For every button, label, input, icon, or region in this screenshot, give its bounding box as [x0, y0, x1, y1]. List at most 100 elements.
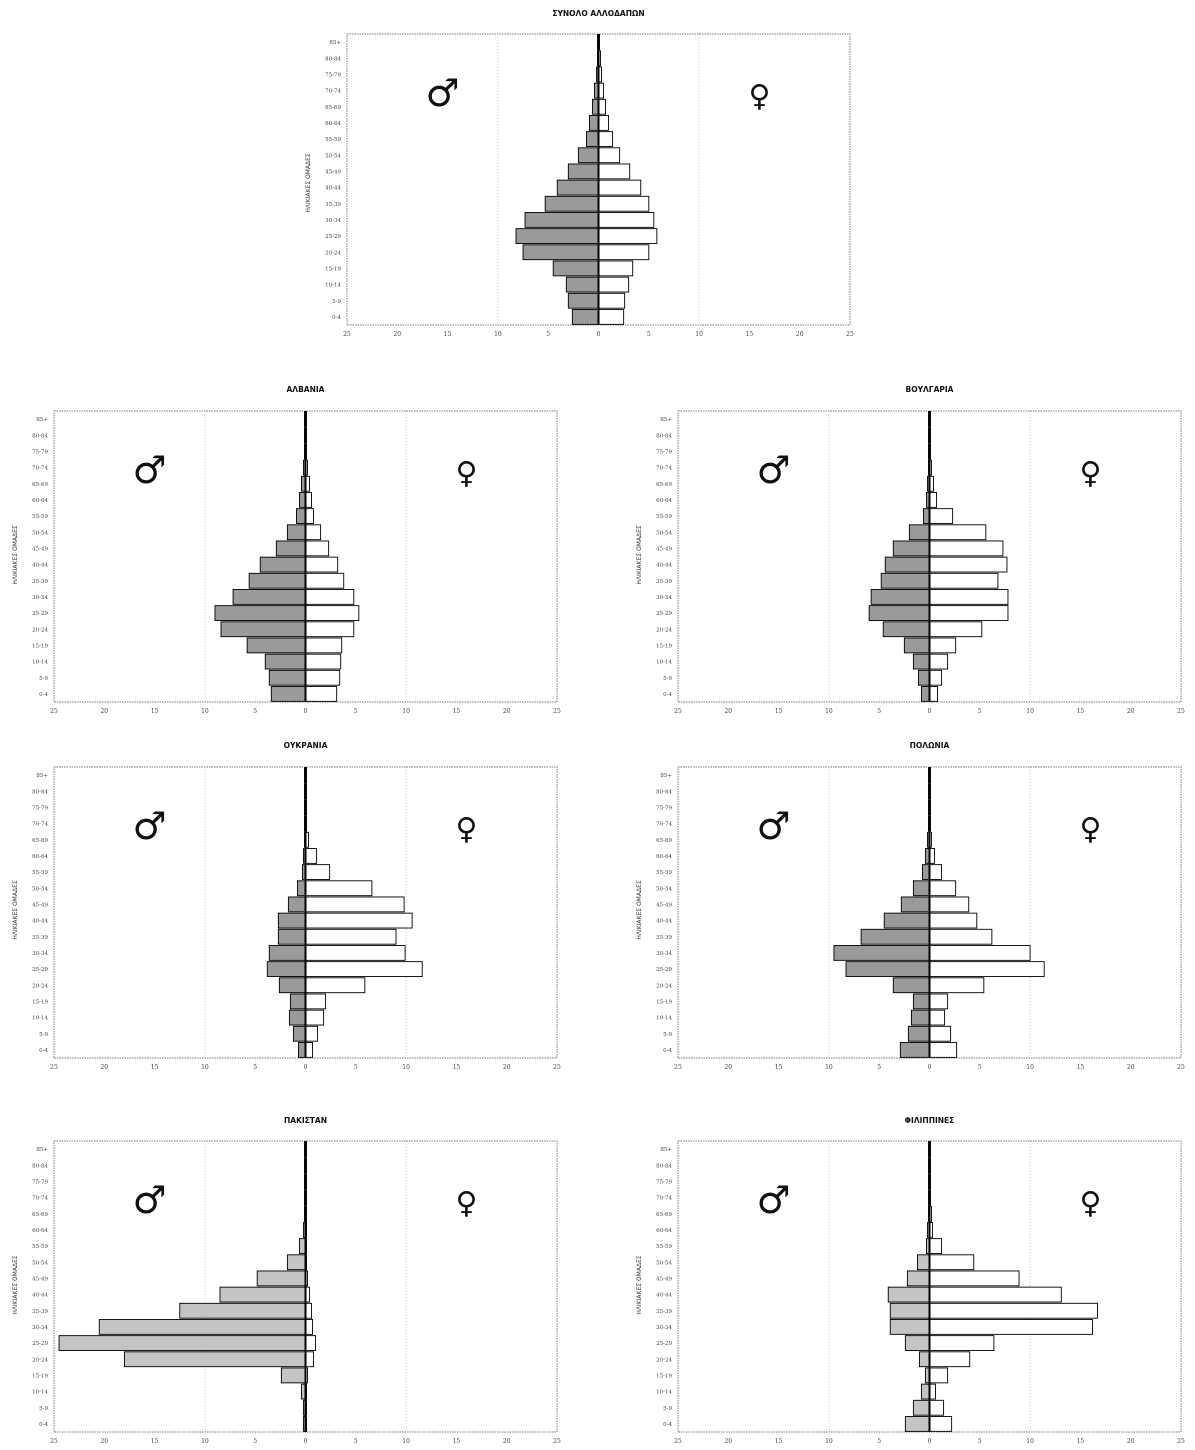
male-bar [248, 572, 306, 589]
female-bar [929, 686, 938, 702]
female-bar [305, 653, 342, 670]
age-group-label: 60-64 [32, 854, 48, 860]
female-bar [929, 1302, 1098, 1319]
x-tick-label: 20 [503, 708, 511, 715]
female-bar [929, 1351, 971, 1368]
age-group-label: 60-64 [325, 121, 341, 127]
age-group-label: 55-59 [32, 870, 48, 876]
x-tick-label: 15 [453, 1438, 461, 1445]
age-group-label: 60-64 [656, 1228, 672, 1234]
male-bar [921, 686, 930, 702]
male-bar [259, 556, 306, 573]
age-group-label: 75-79 [32, 449, 48, 455]
male-bar [908, 524, 930, 541]
female-bar [305, 993, 327, 1010]
age-group-label: 75-79 [32, 805, 48, 811]
age-group-label: 30-34 [32, 1325, 48, 1331]
age-group-label: 70-74 [656, 822, 672, 828]
male-bar [833, 945, 930, 961]
age-group-label: 70-74 [325, 89, 341, 95]
male-bar [275, 540, 306, 557]
male-bar [585, 131, 599, 147]
female-bar [598, 228, 658, 244]
male-bar [289, 993, 306, 1010]
age-group-label: 10-14 [325, 283, 341, 289]
female-bar [598, 195, 650, 212]
male-bar [892, 540, 930, 557]
female-bar [929, 945, 1031, 961]
female-symbol-icon: ♀ [1079, 812, 1101, 847]
age-group-label: 70-74 [32, 1196, 48, 1202]
female-bar [305, 864, 331, 880]
female-bar [929, 524, 987, 541]
female-symbol-icon: ♀ [1079, 1186, 1101, 1221]
chart-title: ΒΟΥΛΓΑΡΙΑ [905, 385, 953, 394]
female-bar [929, 1042, 958, 1058]
age-group-label: 50-54 [656, 1260, 672, 1266]
female-bar [598, 260, 634, 277]
female-bar [305, 1042, 313, 1058]
male-bar [179, 1302, 306, 1319]
male-bar [567, 292, 599, 309]
x-tick-label: 10 [825, 1438, 833, 1445]
female-bar [929, 605, 1009, 621]
y-axis-label: ΗΛΙΚΙΑΚΕΣ ΟΜΑΔΕΣ [305, 153, 312, 213]
age-group-label: 85+ [660, 773, 672, 779]
age-group-label: 50-54 [32, 886, 48, 892]
pyramid-chart: ΣΥΝΟΛΟ ΑΛΛΟΔΑΠΩΝ ΗΛΙΚΙΑΚΕΣ ΟΜΑΔΕΣ 0-4 5-9 10… [305, 9, 854, 338]
female-bar [929, 1335, 995, 1351]
female-bar [929, 880, 957, 897]
male-bar [588, 115, 599, 131]
female-bar [598, 115, 610, 131]
female-bar [598, 244, 650, 261]
male-bar [297, 880, 306, 897]
y-axis-label: ΗΛΙΚΙΑΚΕΣ ΟΜΑΔΕΣ [12, 880, 19, 940]
male-bar [870, 589, 930, 605]
age-group-label: 50-54 [32, 1260, 48, 1266]
x-tick-label: 5 [877, 1438, 881, 1445]
male-symbol-icon: ♂ [133, 448, 167, 492]
age-group-label: 15-19 [656, 1373, 672, 1379]
age-group-label: 20-24 [32, 1357, 48, 1363]
chart-title: ΠΟΛΩΝΙΑ [910, 741, 950, 750]
female-bar [598, 179, 642, 196]
x-tick-label: 15 [151, 708, 159, 715]
age-group-label: 45-49 [656, 902, 672, 908]
x-tick-label: 15 [1077, 1438, 1085, 1445]
x-tick-label: 15 [151, 1064, 159, 1071]
male-symbol-icon: ♂ [757, 1178, 791, 1222]
male-bar [868, 605, 930, 621]
x-tick-label: 10 [402, 1438, 410, 1445]
male-bar [288, 1009, 306, 1026]
male-bar [292, 1025, 306, 1042]
age-group-label: 35-39 [32, 1309, 48, 1315]
age-group-label: 25-29 [32, 611, 48, 617]
age-group-label: 40-44 [32, 1293, 48, 1299]
x-tick-label: 5 [978, 1438, 982, 1445]
male-bar [910, 1009, 930, 1026]
female-bar [305, 1319, 313, 1335]
age-group-label: 30-34 [656, 1325, 672, 1331]
age-group-label: 75-79 [325, 72, 341, 78]
female-bar [305, 1335, 317, 1351]
age-group-label: 10-14 [656, 660, 672, 666]
age-group-label: 40-44 [656, 919, 672, 925]
age-group-label: 20-24 [32, 983, 48, 989]
age-group-label: 25-29 [325, 234, 341, 240]
male-bar [860, 928, 930, 945]
age-group-label: 15-19 [32, 643, 48, 649]
age-group-label: 55-59 [32, 1244, 48, 1250]
age-group-label: 75-79 [656, 1179, 672, 1185]
x-tick-label: 20 [1127, 1438, 1135, 1445]
male-bar [123, 1351, 306, 1368]
age-group-label: 20-24 [325, 250, 341, 256]
y-axis-label: ΗΛΙΚΙΑΚΕΣ ΟΜΑΔΕΣ [636, 1255, 643, 1315]
age-group-label: 70-74 [32, 822, 48, 828]
female-bar [929, 508, 954, 524]
x-tick-label: 10 [1026, 1438, 1034, 1445]
age-group-label: 40-44 [32, 919, 48, 925]
x-tick-label: 10 [402, 708, 410, 715]
male-bar [270, 686, 306, 702]
